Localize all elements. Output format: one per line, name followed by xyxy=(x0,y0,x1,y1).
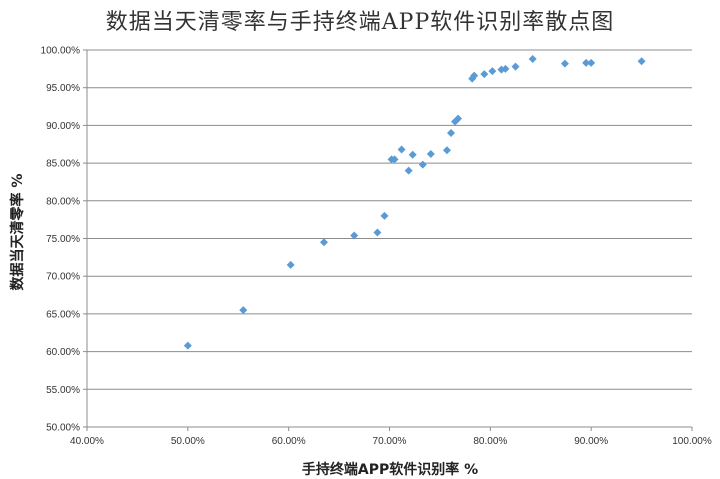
data-point xyxy=(373,228,382,237)
x-tick-label: 90.00% xyxy=(574,436,608,447)
y-tick-label: 60.00% xyxy=(46,347,80,358)
x-tick-label: 100.00% xyxy=(672,436,712,447)
x-tick-label: 70.00% xyxy=(373,436,407,447)
x-tick-label: 80.00% xyxy=(473,436,507,447)
data-point xyxy=(390,155,399,164)
data-point xyxy=(319,238,328,247)
x-axis-title: 手持终端APP软件识别率 % xyxy=(302,461,478,478)
y-tick-label: 55.00% xyxy=(46,385,80,396)
data-points xyxy=(183,55,646,350)
x-tick-label: 60.00% xyxy=(272,436,306,447)
data-point xyxy=(488,67,497,76)
data-point xyxy=(560,59,569,68)
data-point xyxy=(286,260,295,269)
data-point xyxy=(397,145,406,154)
data-point xyxy=(408,150,417,159)
y-axis-title: 数据当天清零率 % xyxy=(9,174,26,291)
data-point xyxy=(637,57,646,66)
data-point xyxy=(470,71,479,80)
y-tick-label: 75.00% xyxy=(46,234,80,245)
data-point xyxy=(404,166,413,175)
chart-title: 数据当天清零率与手持终端APP软件识别率散点图 xyxy=(105,10,615,35)
x-tick-label: 40.00% xyxy=(70,436,104,447)
data-point xyxy=(501,64,510,73)
y-tick-label: 90.00% xyxy=(46,121,80,132)
data-point xyxy=(380,211,389,220)
y-axis-ticks: 50.00% 55.00% 60.00% 65.00% 70.00% 75.00% 80.0… xyxy=(41,46,87,434)
x-axis-ticks: 40.00% 50.00% 60.00% 70.00% 80.00% 90.00% 100.… xyxy=(70,427,712,447)
y-tick-label: 85.00% xyxy=(46,159,80,170)
data-point xyxy=(183,341,192,350)
y-tick-label: 80.00% xyxy=(46,196,80,207)
data-point xyxy=(587,58,596,67)
data-point xyxy=(528,55,537,64)
y-tick-label: 100.00% xyxy=(41,46,81,57)
data-point xyxy=(442,146,451,155)
y-tick-label: 65.00% xyxy=(46,309,80,320)
data-point xyxy=(239,306,248,315)
data-point xyxy=(350,231,359,240)
data-point xyxy=(454,114,463,123)
data-point xyxy=(582,58,591,67)
data-point xyxy=(511,62,520,71)
x-tick-label: 50.00% xyxy=(171,436,205,447)
data-point xyxy=(418,160,427,169)
data-point xyxy=(426,150,435,159)
data-point xyxy=(480,70,489,79)
y-tick-label: 70.00% xyxy=(46,272,80,283)
data-point xyxy=(447,128,456,137)
grid-lines xyxy=(87,49,692,390)
y-tick-label: 50.00% xyxy=(46,423,80,434)
y-tick-label: 95.00% xyxy=(46,83,80,94)
